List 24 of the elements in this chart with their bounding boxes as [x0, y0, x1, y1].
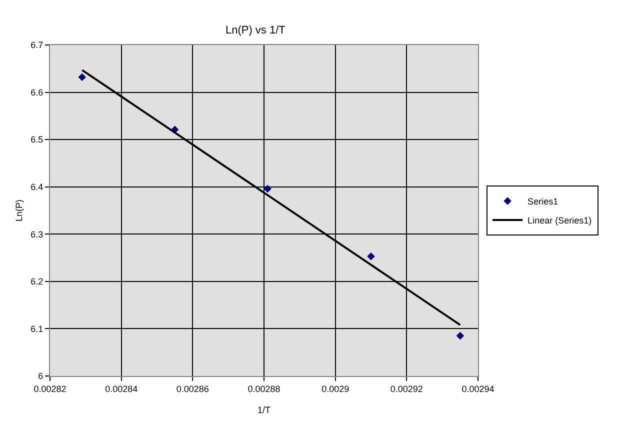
y-tick-label: 6.2: [30, 276, 44, 287]
point: [78, 73, 86, 82]
x-tick-label: 0.00282: [34, 384, 66, 394]
legend-label: Linear (Series1): [528, 216, 592, 226]
x-tick-label: 0.00294: [462, 384, 494, 394]
legend-label: Series1: [528, 196, 558, 207]
y-tick-label: 6.1: [30, 324, 44, 334]
chart-title: Ln(P) vs 1/T: [225, 24, 286, 36]
x-tick-label: 0.0029: [322, 384, 350, 394]
x-tick-label: 0.00286: [176, 384, 209, 394]
x-tick-label: 0.00284: [105, 384, 138, 394]
y-axis-title: Ln(P): [14, 199, 24, 222]
y-tick-label: 6: [38, 371, 44, 382]
y-tick-label: 6.5: [30, 134, 44, 145]
point: [367, 252, 375, 260]
x-tick-label: 0.00288: [248, 384, 280, 394]
x-axis-title: 1/T: [257, 405, 271, 415]
y-tick-label: 6.3: [30, 229, 44, 240]
point: [264, 184, 272, 193]
y-tick-label: 6.4: [30, 182, 44, 192]
y-tick-label: 6.7: [30, 40, 44, 50]
x-tick-label: 0.00292: [390, 384, 423, 394]
point: [456, 332, 464, 340]
y-tick-label: 6.6: [30, 87, 44, 98]
